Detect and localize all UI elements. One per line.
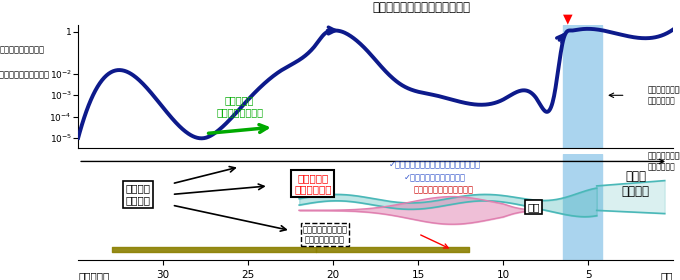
Text: ▼: ▼ [563,13,573,25]
Bar [563,154,602,260]
Text: バクテリア，古細菌
（原核生物）: バクテリア，古細菌 （原核生物） [647,152,680,171]
Text: ✓藻類を食べる生物の登場: ✓藻類を食べる生物の登場 [404,173,466,182]
Text: 多様な
真核生物: 多様な 真核生物 [622,170,650,198]
Text: （億年前）: （億年前） [78,272,109,280]
Text: 地球大気の酸素濃度: 地球大気の酸素濃度 [0,45,44,54]
Text: ✓クロロフィルを無毒化する仕組み成立: ✓クロロフィルを無毒化する仕組み成立 [389,160,481,169]
Text: 酸素濃度上昇による環境の激変: 酸素濃度上昇による環境の激変 [373,1,471,14]
Text: ＝酸化的な環境への前適応: ＝酸化的な環境への前適応 [413,186,474,195]
Text: 酸素発生型
光合成生物の登場: 酸素発生型 光合成生物の登場 [216,95,263,117]
Text: 現在: 現在 [661,272,673,280]
Text: 絶滅: 絶滅 [528,202,540,212]
Text: （現在を１としたとき）: （現在を１としたとき） [0,70,49,79]
Text: クロロフィル無毒化
できない真核生物: クロロフィル無毒化 できない真核生物 [302,225,347,244]
Text: 全生物の
共通祖先: 全生物の 共通祖先 [125,184,150,205]
Text: バクテリア，古細菌
（原核生物）: バクテリア，古細菌 （原核生物） [647,86,680,105]
Text: 真核生物の
共通祖先誕生: 真核生物の 共通祖先誕生 [294,173,332,195]
Bar [563,25,602,148]
